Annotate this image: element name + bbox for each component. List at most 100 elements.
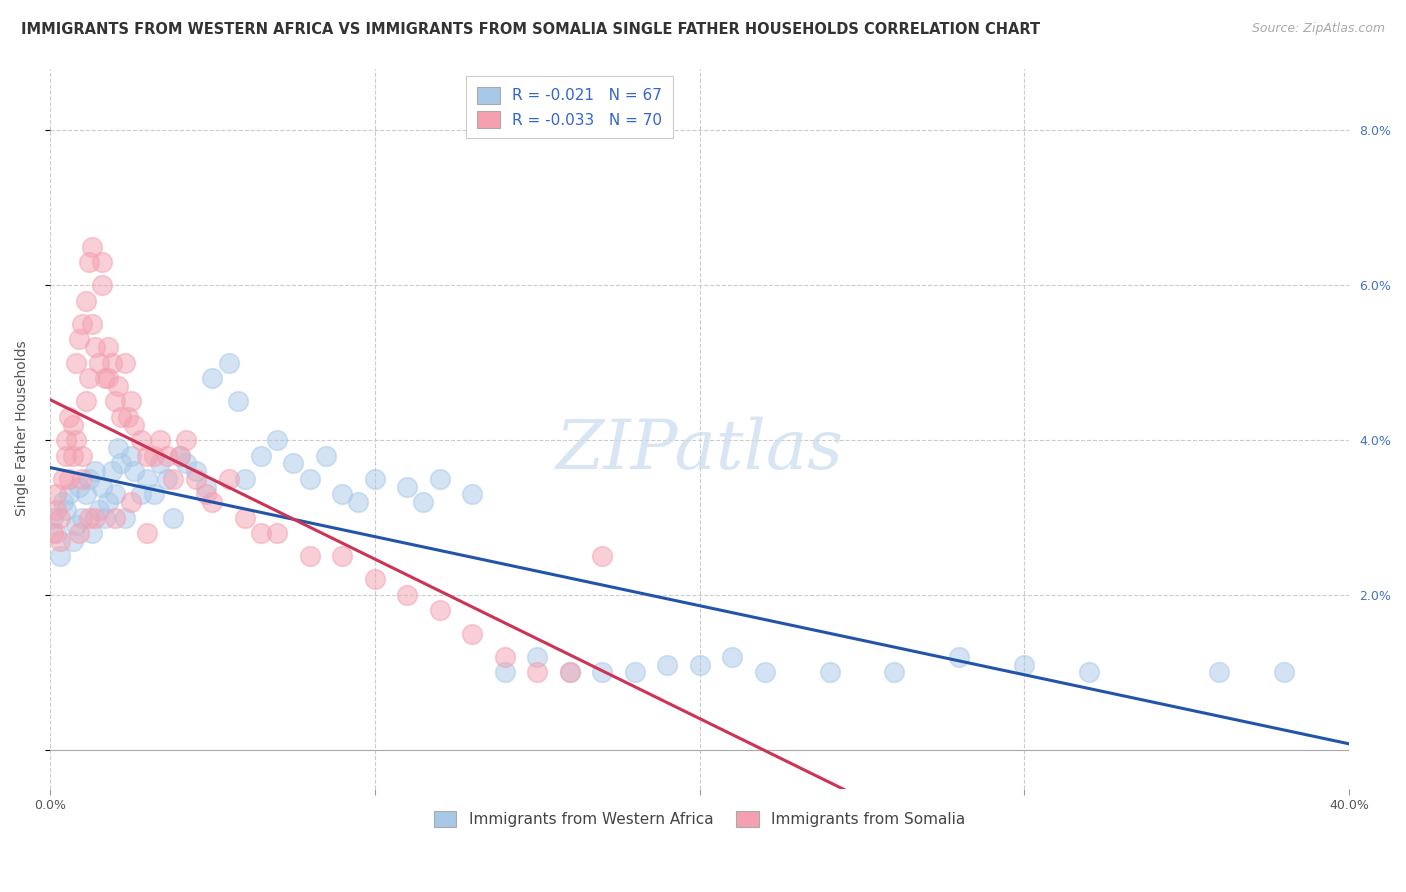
Point	[62, 417, 84, 432]
Point	[65, 356, 87, 370]
Point	[266, 433, 288, 447]
Point	[77, 510, 100, 524]
Point	[591, 665, 613, 680]
Point	[494, 665, 516, 680]
Point	[55, 449, 77, 463]
Point	[90, 255, 112, 269]
Point	[77, 255, 100, 269]
Point	[156, 472, 179, 486]
Text: ZIPatlas: ZIPatlas	[555, 417, 844, 483]
Point	[100, 464, 122, 478]
Point	[1272, 665, 1295, 680]
Point	[110, 409, 132, 424]
Point	[72, 449, 94, 463]
Point	[623, 665, 645, 680]
Point	[58, 409, 80, 424]
Point	[162, 472, 184, 486]
Point	[347, 495, 370, 509]
Point	[84, 464, 107, 478]
Point	[77, 371, 100, 385]
Point	[558, 665, 581, 680]
Point	[250, 526, 273, 541]
Point	[104, 394, 127, 409]
Point	[754, 665, 776, 680]
Point	[104, 487, 127, 501]
Point	[120, 495, 142, 509]
Point	[42, 526, 65, 541]
Point	[87, 356, 110, 370]
Point	[42, 510, 65, 524]
Point	[90, 278, 112, 293]
Point	[169, 449, 191, 463]
Point	[48, 549, 70, 564]
Point	[136, 472, 159, 486]
Point	[107, 379, 129, 393]
Point	[45, 526, 67, 541]
Point	[75, 487, 97, 501]
Point	[226, 394, 249, 409]
Point	[136, 526, 159, 541]
Point	[72, 510, 94, 524]
Point	[494, 649, 516, 664]
Point	[218, 472, 240, 486]
Point	[124, 464, 146, 478]
Point	[45, 503, 67, 517]
Point	[97, 340, 120, 354]
Point	[129, 433, 152, 447]
Legend: Immigrants from Western Africa, Immigrants from Somalia: Immigrants from Western Africa, Immigran…	[426, 803, 973, 835]
Point	[84, 340, 107, 354]
Point	[184, 472, 207, 486]
Point	[62, 533, 84, 548]
Point	[67, 526, 90, 541]
Point	[526, 665, 548, 680]
Point	[948, 649, 970, 664]
Point	[330, 549, 353, 564]
Point	[883, 665, 905, 680]
Point	[174, 433, 197, 447]
Point	[48, 510, 70, 524]
Point	[233, 510, 256, 524]
Point	[72, 472, 94, 486]
Point	[94, 510, 117, 524]
Point	[129, 487, 152, 501]
Point	[75, 293, 97, 308]
Point	[169, 449, 191, 463]
Text: IMMIGRANTS FROM WESTERN AFRICA VS IMMIGRANTS FROM SOMALIA SINGLE FATHER HOUSEHOL: IMMIGRANTS FROM WESTERN AFRICA VS IMMIGR…	[21, 22, 1040, 37]
Point	[75, 394, 97, 409]
Point	[104, 510, 127, 524]
Point	[233, 472, 256, 486]
Y-axis label: Single Father Households: Single Father Households	[15, 341, 30, 516]
Point	[526, 649, 548, 664]
Point	[67, 333, 90, 347]
Point	[55, 503, 77, 517]
Point	[194, 480, 217, 494]
Point	[396, 480, 419, 494]
Point	[461, 626, 484, 640]
Point	[174, 456, 197, 470]
Point	[84, 510, 107, 524]
Point	[149, 456, 172, 470]
Point	[721, 649, 744, 664]
Point	[90, 480, 112, 494]
Point	[80, 526, 103, 541]
Point	[689, 657, 711, 672]
Point	[298, 472, 321, 486]
Point	[65, 518, 87, 533]
Point	[72, 317, 94, 331]
Point	[162, 510, 184, 524]
Point	[97, 495, 120, 509]
Point	[1014, 657, 1036, 672]
Point	[94, 371, 117, 385]
Point	[67, 480, 90, 494]
Point	[48, 533, 70, 548]
Point	[412, 495, 434, 509]
Point	[120, 394, 142, 409]
Point	[429, 472, 451, 486]
Point	[149, 433, 172, 447]
Point	[363, 472, 385, 486]
Point	[77, 472, 100, 486]
Point	[201, 495, 224, 509]
Point	[124, 417, 146, 432]
Point	[80, 239, 103, 253]
Point	[97, 371, 120, 385]
